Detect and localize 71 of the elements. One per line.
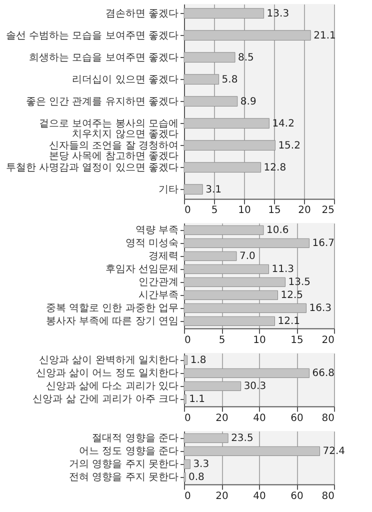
y-tick-label: 솔선 수범하는 모습을 보여주면 좋겠다	[6, 30, 178, 42]
x-tick-label: 10	[238, 205, 251, 216]
x-tick-label: 5	[218, 334, 226, 346]
data-label: 7.0	[240, 251, 256, 262]
data-label: 72.4	[322, 446, 346, 458]
y-tick-label: 겸손하면 좋겠다	[105, 8, 178, 20]
data-label: 16.7	[312, 238, 335, 250]
y-tick-label: 신앙과 삶 간에 괴리가 아주 크다	[32, 394, 178, 406]
data-label: 15.2	[278, 140, 300, 152]
x-tick-label: 0	[184, 490, 191, 502]
y-tick-label: 시간부족	[138, 290, 178, 302]
y-tick-label: 어느 정도 영향을 준다	[78, 446, 178, 458]
x-tick-label: 80	[322, 490, 334, 502]
x-tick-label: 20	[322, 334, 334, 346]
y-tick-label: 인간관계	[138, 277, 178, 288]
data-label: 3.3	[193, 459, 210, 470]
x-tick-label: 40	[253, 490, 266, 502]
y-tick-label: 신앙과 삶이 완벽하게 일치한다	[38, 355, 178, 366]
data-label: 13.3	[266, 8, 290, 20]
y-tick-label: 중복 역할로 인한 과중한 업무	[46, 303, 178, 314]
x-tick-label: 40	[253, 412, 266, 424]
x-tick-label: 15	[290, 334, 304, 346]
x-tick-label: 15	[268, 205, 281, 216]
x-tick-label: 20	[216, 412, 228, 424]
data-label: 12.5	[280, 290, 304, 302]
data-label: 23.5	[231, 433, 254, 444]
data-label: 0.8	[188, 472, 204, 484]
y-tick-label: 신자들의 조언을 잘 경청하여 본당 사목에 참고하면 좋겠다	[48, 140, 178, 162]
x-tick-label: 60	[290, 490, 304, 502]
x-tick-label: 25	[322, 205, 334, 216]
y-tick-label: 좋은 인간 관계를 유지하면 좋겠다	[26, 96, 178, 108]
x-tick-label: 0	[184, 334, 191, 346]
y-tick-label: 절대적 영향을 준다	[92, 433, 178, 444]
y-tick-label: 리더십이 있으면 좋겠다	[72, 74, 178, 86]
x-tick-label: 20	[216, 490, 228, 502]
y-tick-label: 거의 영향을 주지 못한다	[68, 459, 178, 470]
y-tick-label: 희생하는 모습을 보여주면 좋겠다	[28, 52, 178, 64]
y-tick-label: 경제력	[148, 251, 178, 262]
data-label: 11.3	[272, 264, 294, 276]
data-label: 66.8	[312, 368, 335, 380]
data-label: 5.8	[222, 74, 238, 86]
x-tick-label: 0	[184, 205, 191, 216]
x-tick-label: 60	[290, 412, 304, 424]
data-label: 1.1	[189, 394, 205, 406]
data-label: 8.5	[238, 52, 254, 64]
x-tick-label: 5	[211, 205, 218, 216]
data-label: 16.3	[309, 303, 332, 314]
data-label: 3.1	[206, 184, 222, 196]
data-label: 30.3	[244, 381, 266, 392]
y-tick-label: 기타	[158, 184, 178, 196]
x-tick-label: 10	[253, 334, 266, 346]
data-label: 12.1	[278, 316, 300, 328]
y-tick-label: 전혀 영향을 주지 못한다	[68, 472, 178, 484]
y-tick-label: 겉으로 보여주는 봉사의 모습에 치우치지 않으면 좋겠다	[38, 118, 178, 140]
data-label: 8.9	[240, 96, 256, 108]
y-tick-label: 투철한 사명감과 열정이 있으면 좋겠다	[6, 162, 178, 174]
y-tick-label: 영적 미성숙	[125, 238, 178, 250]
x-tick-label: 80	[322, 412, 334, 424]
data-label: 21.1	[314, 30, 336, 42]
y-tick-label: 봉사자 부족에 따른 장기 연임	[46, 316, 178, 328]
data-label: 14.2	[272, 118, 294, 130]
data-label: 1.8	[190, 355, 206, 366]
y-tick-label: 역량 부족	[135, 225, 178, 236]
data-label: 10.6	[266, 225, 289, 236]
data-label: 13.5	[288, 277, 311, 288]
y-tick-label: 신앙과 삶에 다소 괴리가 있다	[46, 381, 178, 392]
y-tick-label: 신앙과 삶이 어느 정도 일치한다	[36, 368, 178, 380]
x-tick-label: 20	[298, 205, 311, 216]
y-tick-label: 후임자 선임문제	[105, 264, 178, 276]
data-label: 12.8	[264, 162, 286, 174]
x-tick-label: 0	[184, 412, 191, 424]
